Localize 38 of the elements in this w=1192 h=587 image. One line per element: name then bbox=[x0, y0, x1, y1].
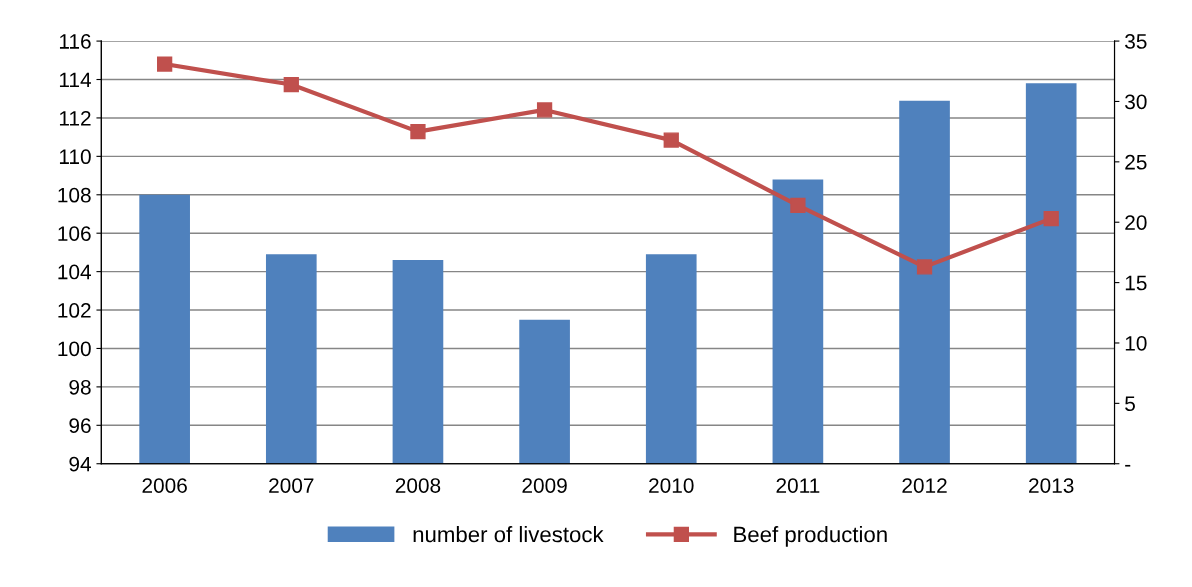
legend-label: number of livestock bbox=[413, 525, 604, 543]
x-tick-label: 2012 bbox=[902, 478, 947, 493]
y-tick-label: 106 bbox=[58, 226, 91, 241]
y2-tick-label: 20 bbox=[1125, 215, 1147, 230]
x-tick-label: 2009 bbox=[522, 478, 567, 493]
point bbox=[410, 124, 426, 140]
y2-tick-label: 15 bbox=[1125, 275, 1147, 291]
x-tick-label: 2007 bbox=[269, 478, 314, 493]
y2-tick-label: 30 bbox=[1125, 94, 1147, 110]
y2-tick-label: 10 bbox=[1125, 335, 1147, 351]
y-tick-label: 104 bbox=[58, 264, 91, 280]
y-tick-label: 102 bbox=[58, 303, 91, 318]
y-tick-label: 114 bbox=[59, 72, 91, 88]
y-tick-label: 112 bbox=[59, 110, 91, 126]
y-tick-label: 108 bbox=[58, 187, 91, 203]
legend-label: Beef production bbox=[734, 525, 887, 547]
point bbox=[790, 197, 806, 213]
y-tick-label: 116 bbox=[59, 34, 91, 49]
y2-tick-label: 25 bbox=[1125, 154, 1147, 170]
y-tick-label: 98 bbox=[69, 379, 91, 395]
y-tick-label: 96 bbox=[69, 418, 91, 434]
x-tick-label: 2011 bbox=[776, 478, 820, 493]
y-tick-label: 100 bbox=[58, 341, 91, 357]
y2-tick-label: 5 bbox=[1125, 396, 1135, 412]
x-tick-label: 2013 bbox=[1029, 478, 1074, 493]
point bbox=[916, 259, 933, 275]
point bbox=[157, 56, 173, 72]
point bbox=[536, 102, 553, 118]
x-tick-label: 2010 bbox=[649, 478, 694, 493]
y-tick-label: 94 bbox=[69, 456, 91, 472]
x-tick-label: 2008 bbox=[395, 478, 441, 493]
point bbox=[1043, 210, 1059, 227]
x-tick-label: 2006 bbox=[142, 478, 187, 493]
point bbox=[283, 76, 299, 93]
point bbox=[663, 132, 679, 148]
y2-tick-label: - bbox=[1125, 464, 1131, 467]
y-tick-label: 110 bbox=[59, 149, 91, 165]
y2-tick-label: 35 bbox=[1125, 34, 1147, 49]
